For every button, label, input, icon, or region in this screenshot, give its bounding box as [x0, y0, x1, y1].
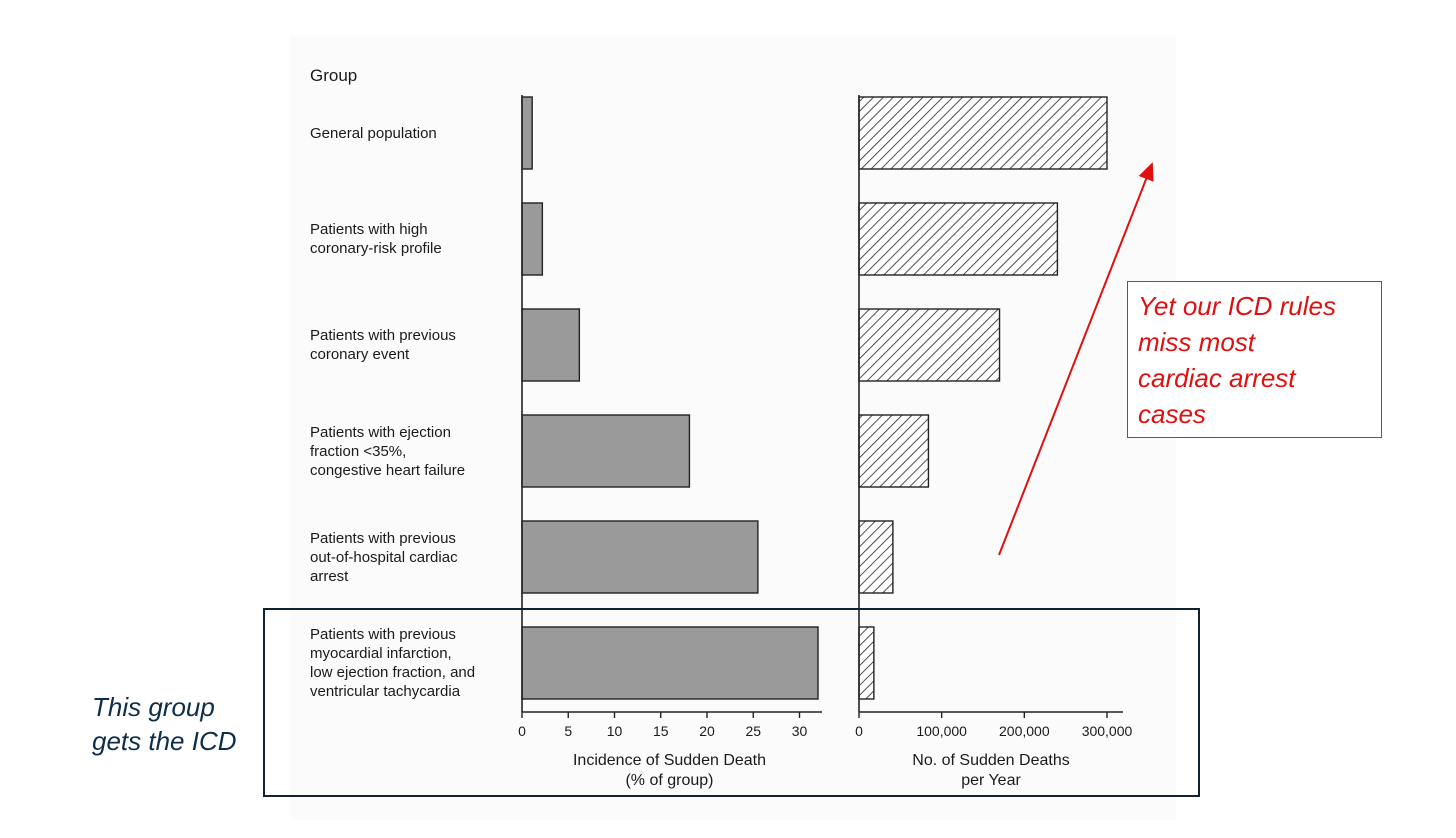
category-label: Patients with previous coronary event [310, 327, 456, 363]
x-tick-label: 0 [855, 723, 863, 739]
sudden-deaths-bar [858, 96, 1108, 170]
group-header: Group [310, 66, 358, 85]
x-axis-label-deaths: No. of Sudden Deaths per Year [912, 752, 1070, 789]
category-label: Patients with previous myocardial infarc… [310, 626, 476, 700]
category-label: Patients with ejection fraction <35%, co… [310, 423, 466, 479]
x-tick-label: 0 [518, 723, 526, 739]
incidence-bar [521, 414, 691, 488]
icd-group-highlight-box [263, 608, 1200, 797]
x-tick-label: 20 [699, 723, 715, 739]
icd-group-note: This group gets the ICD [92, 692, 237, 756]
x-tick-label: 10 [607, 723, 623, 739]
x-axis-label-incidence: Incidence of Sudden Death (% of group) [572, 752, 767, 789]
category-label: Patients with high coronary-risk profile [310, 221, 442, 257]
x-tick-label: 25 [745, 723, 761, 739]
incidence-bar [521, 626, 819, 700]
x-tick-label: 200,000 [999, 723, 1050, 739]
incidence-bar [521, 520, 759, 594]
sudden-deaths-bar [858, 202, 1059, 276]
x-tick-label: 30 [792, 723, 808, 739]
x-tick-label: 15 [653, 723, 669, 739]
category-label: General population [310, 124, 437, 142]
sudden-deaths-bar [858, 308, 1001, 382]
category-label: Patients with previous out-of-hospital c… [310, 529, 458, 585]
incidence-bar [521, 96, 533, 170]
x-tick-label: 5 [564, 723, 572, 739]
icd-rules-callout: Yet our ICD rules miss most cardiac arre… [1127, 281, 1382, 438]
sudden-deaths-bar [858, 414, 930, 488]
incidence-bar [521, 202, 544, 276]
x-tick-label: 100,000 [916, 723, 967, 739]
incidence-bar [521, 308, 581, 382]
x-tick-label: 300,000 [1082, 723, 1133, 739]
sudden-deaths-bar [858, 520, 894, 594]
callout-arrow [998, 162, 1154, 556]
